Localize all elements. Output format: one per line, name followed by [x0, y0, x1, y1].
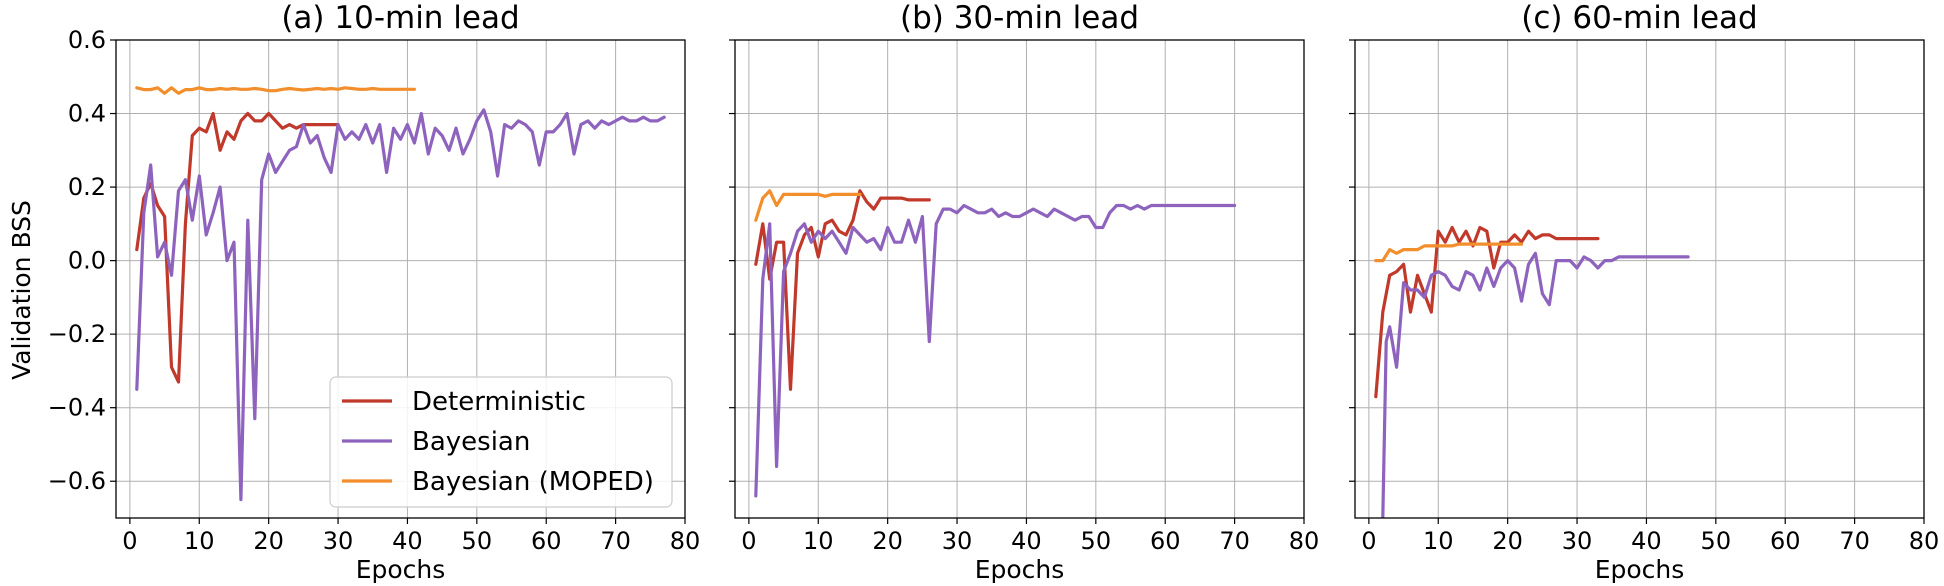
y-tick-label: 0.4 — [68, 100, 106, 128]
legend-label: Deterministic — [412, 387, 586, 417]
series-line-deterministic — [1374, 225, 1600, 399]
x-tick-label: 0 — [1361, 527, 1376, 555]
x-tick-label: 80 — [1909, 527, 1940, 555]
x-tick-label: 60 — [531, 527, 562, 555]
y-tick-label: −0.2 — [48, 320, 106, 348]
y-tick-label: 0.0 — [68, 247, 106, 275]
plot-frame — [734, 39, 1305, 519]
series-line-bayesian-moped — [754, 189, 862, 222]
x-tick-label: 70 — [1839, 527, 1870, 555]
series-line-bayesian-moped — [1374, 242, 1524, 263]
legend-box — [329, 376, 673, 508]
panel-title: (a) 10-min lead — [281, 0, 519, 36]
series-line-bayesian — [135, 108, 666, 502]
legend-label: Bayesian (MOPED) — [412, 467, 654, 497]
legend: Deterministic Bayesian Bayesian (MOPED) — [329, 376, 673, 508]
panel-3: (c) 60-min lead 0 10 20 30 40 50 60 70 80 Epochs — [1349, 0, 1939, 584]
x-axis-label: Epochs — [975, 555, 1065, 584]
x-tick-label: 20 — [1492, 527, 1523, 555]
plot-frame — [1354, 39, 1925, 519]
x-tick-label: 70 — [600, 527, 631, 555]
x-tick-label: 30 — [942, 527, 973, 555]
x-tick-label: 0 — [122, 527, 137, 555]
series-line-bayesian — [754, 203, 1237, 498]
x-tick-label: 0 — [741, 527, 756, 555]
y-tick-label: −0.4 — [48, 394, 106, 422]
y-tick-label: 0.6 — [68, 26, 106, 54]
x-axis-label: Epochs — [356, 555, 446, 584]
x-tick-label: 50 — [1701, 527, 1732, 555]
x-tick-label: 10 — [803, 527, 834, 555]
y-tick-label: −0.6 — [48, 467, 106, 495]
x-tick-label: 30 — [323, 527, 354, 555]
panel-2: (b) 30-min lead 0 10 20 30 40 50 60 70 80 Epochs — [729, 0, 1319, 584]
panel-title: (c) 60-min lead — [1521, 0, 1757, 36]
panel-title: (b) 30-min lead — [900, 0, 1139, 36]
y-tick-label: 0.2 — [68, 173, 106, 201]
x-tick-label: 70 — [1219, 527, 1250, 555]
x-tick-label: 80 — [1289, 527, 1320, 555]
x-tick-label: 60 — [1150, 527, 1181, 555]
x-tick-label: 50 — [1081, 527, 1112, 555]
x-tick-label: 10 — [184, 527, 215, 555]
plot-frame — [115, 39, 686, 519]
panel-1: (a) 10-min lead 0.6 0.4 0.2 0.0 −0.2 −0.4 −0.6 0… — [48, 0, 701, 584]
y-axis-label: Validation BSS — [7, 200, 36, 380]
x-tick-label: 40 — [1631, 527, 1662, 555]
series-line-bayesian-moped — [135, 86, 416, 95]
x-tick-label: 80 — [670, 527, 701, 555]
x-tick-label: 10 — [1423, 527, 1454, 555]
x-tick-label: 40 — [1011, 527, 1042, 555]
x-tick-label: 20 — [253, 527, 284, 555]
series-line-bayesian — [1381, 251, 1690, 518]
x-tick-label: 50 — [462, 527, 493, 555]
legend-label: Bayesian — [412, 427, 530, 457]
x-tick-label: 30 — [1562, 527, 1593, 555]
panels: (a) 10-min lead 0.6 0.4 0.2 0.0 −0.2 −0.4 −0.6 0… — [48, 0, 1940, 584]
x-axis-label: Epochs — [1595, 555, 1685, 584]
x-tick-label: 20 — [872, 527, 903, 555]
x-tick-label: 40 — [392, 527, 423, 555]
x-tick-label: 60 — [1770, 527, 1801, 555]
